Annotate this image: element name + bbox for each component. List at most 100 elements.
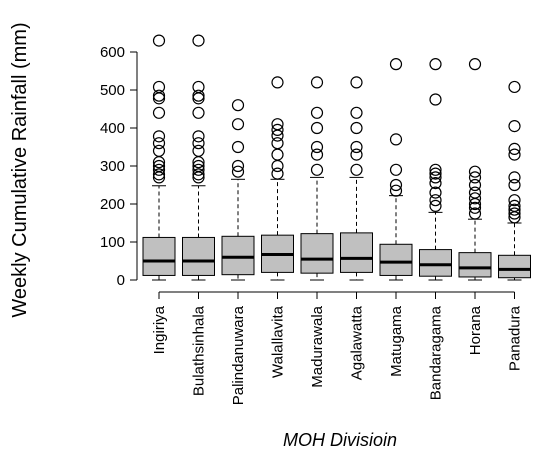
iqr-box xyxy=(221,235,255,276)
outlier-point xyxy=(350,76,363,89)
outlier-point xyxy=(508,203,521,216)
box-4 xyxy=(300,76,334,281)
y-tick-label-6: 600 xyxy=(100,44,125,61)
x-tick-label-8: Horana xyxy=(467,305,484,355)
x-tick-label-4: Madurawala xyxy=(309,305,326,387)
outlier-point xyxy=(350,140,363,154)
outlier-point xyxy=(508,142,521,155)
outlier-point xyxy=(429,199,442,212)
box-0 xyxy=(142,34,176,281)
outlier-point xyxy=(192,130,205,143)
outlier-point xyxy=(192,34,205,47)
outlier-point xyxy=(271,167,284,180)
outlier-point xyxy=(231,99,245,112)
y-tick-label-2: 200 xyxy=(100,196,125,213)
outlier-point xyxy=(429,186,442,199)
box-2 xyxy=(221,99,255,281)
y-tick-label-3: 300 xyxy=(100,158,125,175)
x-tick-label-3: Walallavita xyxy=(270,305,287,378)
x-axis: Ingiriya Bulathsinhala Palindanuwara Walall… xyxy=(151,291,524,405)
outlier-point xyxy=(310,121,324,135)
iqr-box xyxy=(300,233,334,274)
outlier-point xyxy=(192,163,205,176)
box-3 xyxy=(261,76,294,281)
outlier-point xyxy=(192,168,205,181)
box-7 xyxy=(419,58,452,281)
outlier-point xyxy=(231,140,245,154)
outlier-point xyxy=(429,177,442,190)
outlier-point xyxy=(508,148,521,161)
outlier-point xyxy=(350,121,363,135)
iqr-box xyxy=(142,236,176,276)
y-tick-label-5: 500 xyxy=(100,82,125,99)
outlier-point xyxy=(389,163,403,176)
outlier-point xyxy=(231,118,245,131)
outlier-point xyxy=(271,118,284,131)
y-tick-label-4: 400 xyxy=(100,120,125,137)
outlier-point xyxy=(231,159,245,173)
outlier-point xyxy=(350,106,363,119)
outlier-point xyxy=(389,133,403,146)
x-axis-label: MOH Divisioin xyxy=(283,430,397,450)
outlier-point xyxy=(152,92,166,105)
outlier-point xyxy=(192,144,205,157)
box-series xyxy=(142,34,531,281)
outlier-point xyxy=(429,171,442,184)
outlier-point xyxy=(231,165,245,178)
outlier-point xyxy=(271,76,284,89)
y-axis: 0 100 200 300 400 500 600 xyxy=(100,44,138,289)
outlier-point xyxy=(152,137,166,150)
outlier-point xyxy=(152,168,166,181)
x-tick-label-1: Bulathsinhala xyxy=(191,305,208,396)
outlier-point xyxy=(192,137,205,150)
outlier-point xyxy=(468,186,482,199)
outlier-point xyxy=(350,163,363,176)
x-tick-label-5: Agalawatta xyxy=(349,305,366,380)
outlier-point xyxy=(429,93,442,106)
outlier-point xyxy=(271,159,284,173)
outlier-point xyxy=(468,58,482,71)
outlier-point xyxy=(389,58,403,71)
outlier-point xyxy=(310,148,324,161)
outlier-point xyxy=(508,199,521,212)
outlier-point xyxy=(152,163,166,176)
outlier-point xyxy=(152,159,166,173)
outlier-point xyxy=(271,148,284,161)
outlier-point xyxy=(152,130,166,143)
box-8 xyxy=(458,58,492,281)
y-axis-label: Weekly Cumulative Rainfall (mm) xyxy=(9,22,31,317)
x-tick-label-2: Palindanuwara xyxy=(230,305,247,405)
outlier-point xyxy=(192,159,205,173)
outlier-point xyxy=(508,80,521,94)
iqr-box xyxy=(458,252,492,278)
iqr-box xyxy=(498,254,531,279)
outlier-point xyxy=(389,184,403,197)
outlier-point xyxy=(508,171,521,184)
y-tick-label-1: 100 xyxy=(100,234,125,251)
outlier-point xyxy=(192,106,205,119)
outlier-point xyxy=(468,201,482,214)
outlier-point xyxy=(468,165,482,178)
y-tick-label-0: 0 xyxy=(117,272,125,289)
outlier-point xyxy=(152,34,166,47)
outlier-point xyxy=(152,144,166,157)
outlier-point xyxy=(152,89,166,102)
outlier-point xyxy=(152,106,166,119)
iqr-box xyxy=(379,243,413,276)
iqr-box xyxy=(340,232,373,273)
outlier-point xyxy=(310,76,324,89)
box-5 xyxy=(340,76,373,281)
outlier-point xyxy=(429,167,442,180)
outlier-point xyxy=(468,178,482,192)
x-tick-label-6: Matugama xyxy=(388,305,405,377)
outlier-point xyxy=(310,140,324,154)
outlier-point xyxy=(192,92,205,105)
outlier-point xyxy=(429,163,442,176)
outlier-point xyxy=(192,89,205,102)
outlier-point xyxy=(350,148,363,161)
box-6 xyxy=(379,58,413,281)
outlier-point xyxy=(429,58,442,71)
outlier-point xyxy=(310,163,324,176)
outlier-point xyxy=(468,171,482,184)
